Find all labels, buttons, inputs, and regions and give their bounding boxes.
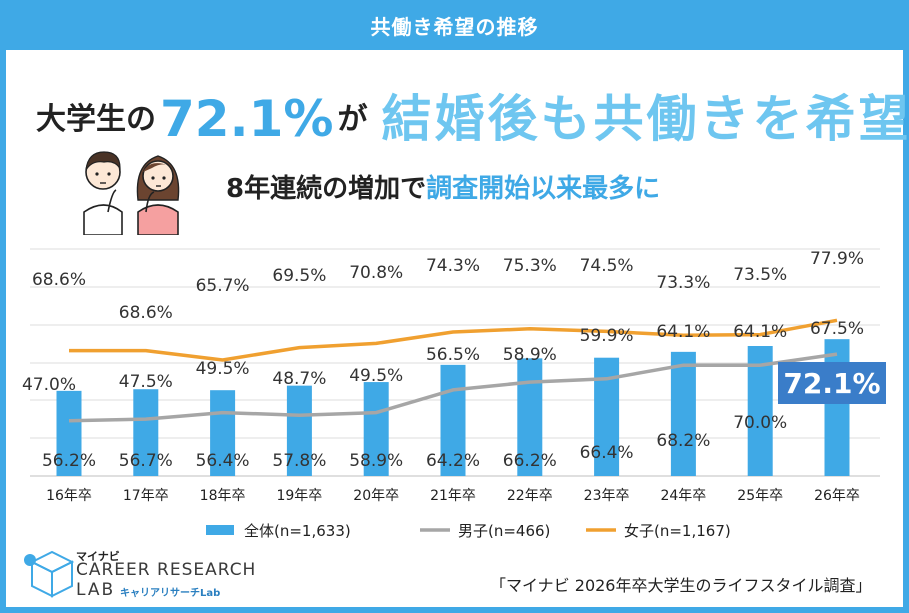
female-series-line [69,318,838,362]
female-value-label: 69.5% [272,266,326,286]
x-tick-label: 25年卒 [737,488,783,504]
bar-label: 56.7% [119,451,173,471]
bar-overall [670,351,696,476]
female-value-label: 74.5% [580,256,634,276]
bar-label: 68.2% [656,431,710,451]
headline: 大学生の 72.1% が 結婚後も共働きを希望 [36,78,909,148]
logo-main-text: CAREER RESEARCH [76,560,257,580]
headline-particle: が [337,102,368,137]
x-tick-label: 23年卒 [584,488,630,504]
headline-main: 結婚後も共働きを希望 [381,90,909,148]
female-value-label: 74.3% [426,256,480,276]
bar-overall [133,389,159,476]
x-tick-label: 21年卒 [430,488,476,504]
logo-lab-text: LAB [76,580,116,600]
x-tick-label: 24年卒 [660,488,706,504]
subheadline-text-b: 調査開始以来最多に [426,174,661,204]
bar-overall [210,390,236,476]
bar-label: 64.2% [426,451,480,471]
legend-swatch-bar [206,525,234,535]
legend-label: 男子(n=466) [458,522,550,540]
x-tick-label: 16年卒 [46,488,92,504]
thinking-people-illustration [83,151,180,235]
legend-label: 女子(n=1,167) [624,522,731,540]
legend-label: 全体(n=1,633) [244,522,351,540]
male-series-line [68,352,838,423]
bar-label-latest: 72.1% [783,367,880,400]
subheadline-text-a: 8年連続の増加で [226,174,427,204]
male-value-label: 64.1% [656,322,710,342]
source-note: 「マイナビ 2026年卒大学生のライフスタイル調査」 [490,576,872,595]
x-tick-label: 18年卒 [200,488,246,504]
bar-label: 66.4% [580,443,634,463]
female-value-label: 70.8% [349,263,403,283]
male-value-label: 49.5% [349,366,403,386]
x-tick-label: 26年卒 [814,488,860,504]
male-value-label: 56.5% [426,345,480,365]
bar-label: 58.9% [349,451,403,471]
bar-overall [286,385,312,476]
male-value-label: 48.7% [272,369,326,389]
bar-overall [747,346,773,476]
highlight-box-latest [778,362,886,404]
male-value-label: 47.5% [119,372,173,392]
bar-label: 56.2% [42,451,96,471]
header-bar: 共働き希望の推移 [0,0,909,50]
x-tick-label: 22年卒 [507,488,553,504]
female-value-label: 65.7% [196,276,250,296]
logo-kana-text: キャリアリサーチLab [120,588,221,599]
bar-label: 57.8% [272,451,326,471]
female-value-label: 68.6% [32,270,86,290]
male-value-label: 59.9% [580,326,634,346]
bar-label: 66.2% [503,451,557,471]
subheadline: 8年連続の増加で調査開始以来最多に [226,168,660,205]
x-tick-label: 17年卒 [123,488,169,504]
male-value-label: 58.9% [503,345,557,365]
header-title: 共働き希望の推移 [370,14,539,39]
bar-overall [824,339,850,476]
male-value-label: 47.0% [22,375,76,395]
female-value-label: 75.3% [503,256,557,276]
bar-overall [517,358,543,476]
headline-percent: 72.1% [160,90,334,148]
female-value-label: 73.5% [733,265,787,285]
bar-label: 70.0% [733,413,787,433]
female-value-label: 73.3% [656,273,710,293]
male-value-label: 49.5% [196,359,250,379]
bar-overall [363,382,389,476]
male-value-label: 67.5% [810,319,864,339]
bar-overall [440,364,466,476]
bar-label: 56.4% [196,451,250,471]
logo-small-text: マイナビ [76,550,120,563]
cube-logo-icon [24,550,75,598]
bar-overall [56,390,82,476]
headline-prefix: 大学生の [36,102,156,137]
x-tick-label: 20年卒 [353,488,399,504]
female-value-label: 68.6% [119,303,173,323]
x-tick-label: 19年卒 [276,488,322,504]
male-value-label: 64.1% [733,322,787,342]
female-value-label: 77.9% [810,249,864,269]
